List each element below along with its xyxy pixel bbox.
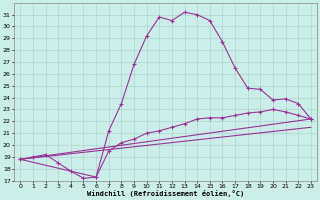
X-axis label: Windchill (Refroidissement éolien,°C): Windchill (Refroidissement éolien,°C) [87, 190, 244, 197]
